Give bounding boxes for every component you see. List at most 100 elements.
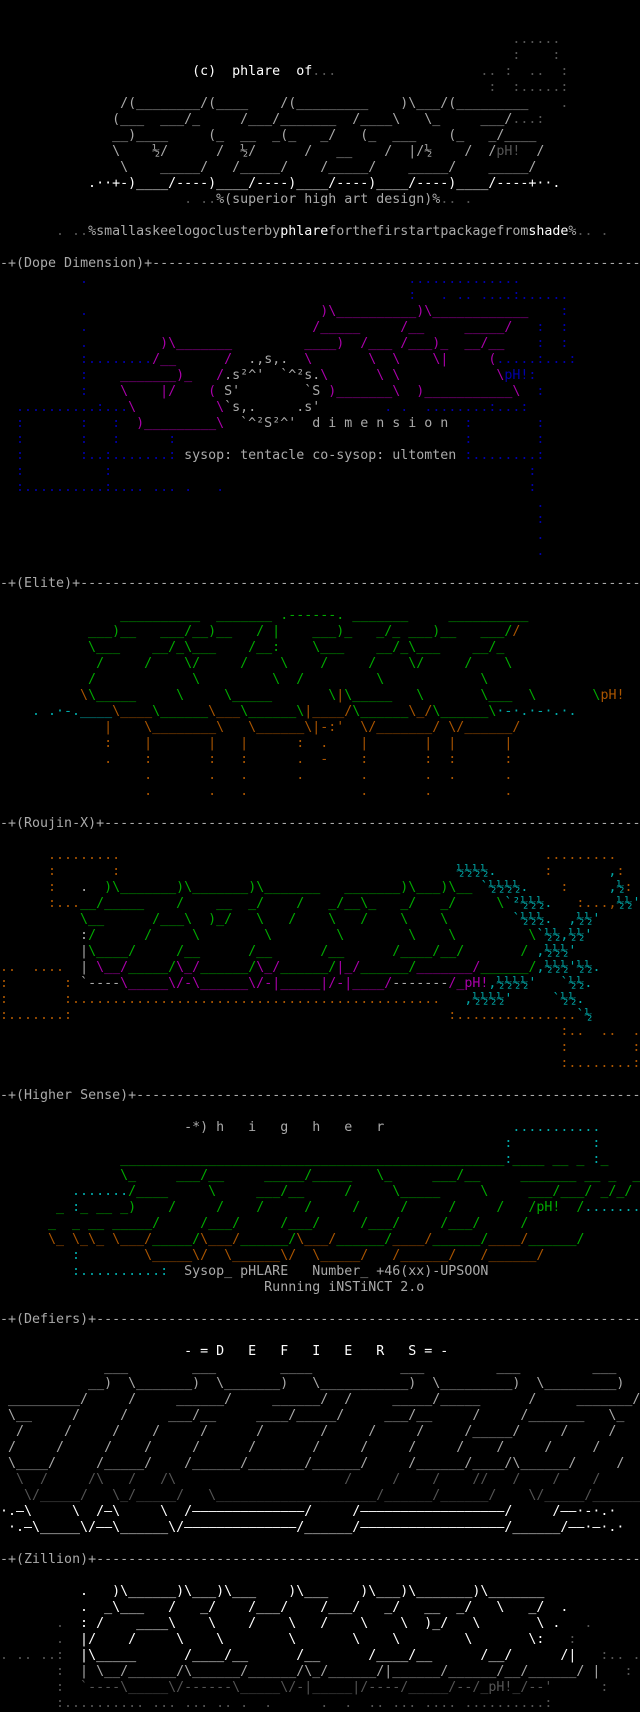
art-segment: . )\______)\___)\___ )\___ )\___)\______… xyxy=(0,1584,545,1599)
art-segment: : : : : : : xyxy=(0,432,545,447)
art-segment: :..., xyxy=(552,896,617,911)
art-segment: /_pH! xyxy=(448,976,489,991)
art-segment: S' `S xyxy=(216,384,329,399)
art-line: : xyxy=(0,512,640,528)
art-segment: \_____ \ \_____ \ xyxy=(88,688,337,703)
art-segment: _ _ __ _____/ /___/ /___/ /___/ /___/ / xyxy=(0,1216,529,1231)
art-line: Running iNSTiNCT 2.o xyxy=(0,1280,640,1296)
art-segment: `½ xyxy=(576,1008,593,1023)
art-segment: | xyxy=(80,960,97,975)
art-segment: Running iNSTiNCT 2.o xyxy=(0,1280,425,1295)
art-segment: |\_____ /____/__ /__ /____/__ /__/ /| xyxy=(64,1648,577,1663)
art-segment: :........ xyxy=(0,352,153,367)
art-segment: :..........:.... ... . . : xyxy=(0,480,537,495)
art-segment: ... .. : .. : xyxy=(312,64,569,79)
art-segment: :.. . xyxy=(576,1648,640,1663)
section-title: Zillion xyxy=(24,1552,81,1567)
header-suffix: )+ xyxy=(80,1552,97,1567)
art-segment: ........... xyxy=(384,1120,601,1135)
art-segment: \_____\/-\______\/-|_____|/-|____/ xyxy=(120,976,393,991)
art-segment: ·.—\_____\/——\______\/——————————————/___… xyxy=(0,1520,625,1535)
art-segment: `½½½. ,½½' xyxy=(512,912,601,927)
art-segment: _____/ xyxy=(128,960,177,975)
art-segment: : : : xyxy=(0,416,137,431)
art-segment: \ _____/ /_____/ /_____/ _____/ _____/ xyxy=(0,160,537,175)
art-segment: `s,. .s' xyxy=(224,400,321,415)
art-line: ___ ___ ____ ___ ___ ___ xyxy=(0,1360,640,1376)
art-segment: : xyxy=(544,1632,577,1647)
art-line: :..........: Sysop_ pHLARE Number_ +46(x… xyxy=(0,1264,640,1280)
art-line xyxy=(0,800,640,816)
header-rule: ----------------------------------------… xyxy=(80,576,640,591)
art-segment: )_______\ )___________\ xyxy=(328,384,521,399)
art-segment: . . ........:...: xyxy=(320,400,529,415)
art-segment: . .. ..: xyxy=(0,1648,65,1663)
art-segment: `---- xyxy=(80,976,121,991)
art-line: \/_____/ \_/_____/ \____________________… xyxy=(0,1488,640,1504)
art-line: __)____ (_ __ _(_ _/ (_ ___ (_ _/____ xyxy=(0,128,640,144)
art-line: : | \__/______/\______/______/\_/______/… xyxy=(0,1664,640,1680)
art-segment: ______/ xyxy=(280,960,337,975)
header-suffix: )+ xyxy=(136,256,153,271)
art-segment: ____ __ _ xyxy=(512,1152,593,1167)
art-segment: _______ __________ xyxy=(344,608,529,623)
art-line: : : ½½½½. : ,: xyxy=(0,864,640,880)
header-rule: ----------------------------------------… xyxy=(96,1552,640,1567)
art-segment: \_ ___/__ _____/_____ \_ ___/__ _______ … xyxy=(0,1168,640,1183)
art-line: : :..:.......: sysop: tentacle co-sysop:… xyxy=(0,448,640,464)
art-line: . |/ / \ \ \ \ \ \ \: : xyxy=(0,1632,640,1648)
art-segment: ..........:... xyxy=(0,400,129,415)
art-segment: - = D E F I E R S = - xyxy=(0,1344,449,1359)
art-line xyxy=(0,1072,640,1088)
art-segment: : xyxy=(0,1248,145,1263)
art-segment: : : xyxy=(0,48,561,63)
art-segment: \__ /___\ )_/ \ / \ / \ \ xyxy=(0,912,513,927)
header-prefix: -+( xyxy=(0,1552,25,1567)
art-segment: .··+-)____/----)____/----)____/----)____… xyxy=(0,176,561,191)
art-segment: pH! xyxy=(600,688,625,703)
art-segment: : . .. ....:...... xyxy=(0,288,569,303)
header-prefix: -+( xyxy=(0,1088,25,1103)
art-segment: \ xyxy=(0,688,89,703)
art-line xyxy=(0,1104,640,1120)
art-segment: \______ xyxy=(152,704,209,719)
art-segment: . : : : . - : : : : xyxy=(0,752,513,767)
art-line: / / / / / / / / / / / / / xyxy=(0,1440,640,1456)
art-line xyxy=(0,240,640,256)
art-line: : : xyxy=(0,1136,640,1152)
art-segment: .. . xyxy=(440,192,473,207)
art-segment: / / / / / / / / / / / / / xyxy=(0,1440,601,1455)
art-line: .. .... | \__/_____/\_/______/\_/______/… xyxy=(0,960,640,976)
art-line: : : xyxy=(0,48,640,64)
logo-section: -+(Higher Sense)+ -----------------------… xyxy=(0,1088,640,1312)
art-segment: \___/ xyxy=(296,1232,337,1247)
art-line: . )\__________)\____________ : xyxy=(0,304,640,320)
art-segment: . xyxy=(0,496,545,511)
art-segment: )\_______ ____) /___ /___)_ __/__ xyxy=(160,336,505,351)
art-segment: ______/ xyxy=(432,1232,489,1247)
art-line: (___ ___/_ /___/_______ /____\ \_ ___/..… xyxy=(0,112,640,128)
art-segment: ½½½½. xyxy=(456,864,497,879)
art-line xyxy=(0,1536,640,1552)
art-segment: \_/ xyxy=(256,960,281,975)
header-prefix: -+( xyxy=(0,256,25,271)
art-line: . . . . . . . . xyxy=(0,768,640,784)
art-segment: ...... xyxy=(0,32,561,47)
art-segment: .------. xyxy=(280,608,345,623)
section-title: Defiers xyxy=(24,1312,81,1327)
art-segment: : xyxy=(0,928,89,943)
art-segment: \ / /\ / /\ / / / // / / / xyxy=(0,1472,601,1487)
art-line: __) \_______) \_______) \___________) \_… xyxy=(0,1376,640,1392)
art-line: . ..%smallaskeelogoclusterbyphlareforthe… xyxy=(0,224,640,240)
art-line: ..........:...\ \`s,. .s' . . ........:.… xyxy=(0,400,640,416)
art-segment: )\_______)\_______)\_______ _______)\___… xyxy=(104,880,481,895)
art-line: \_ ___/__ _____/_____ \_ ___/__ _______ … xyxy=(0,1168,640,1184)
art-segment: ½½' xyxy=(616,896,640,911)
art-segment: .....:...: xyxy=(496,352,577,367)
art-segment: Sysop_ pHLARE Number_ +46(xx)-UPSOON xyxy=(184,1264,489,1279)
art-segment: `^²S²^' d i m e n s i o n xyxy=(224,416,449,431)
art-segment: .. . xyxy=(576,224,609,239)
header-prefix: -+( xyxy=(0,816,25,831)
art-segment: ______/ xyxy=(480,960,537,975)
art-line: :........: xyxy=(0,1056,640,1072)
